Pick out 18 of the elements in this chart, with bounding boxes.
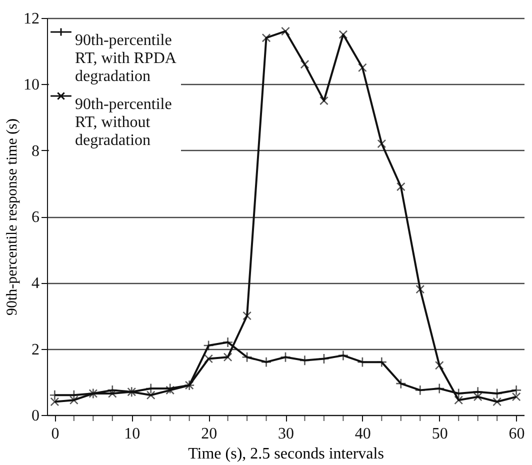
y-axis-title: 90th-percentile response time (s) — [4, 118, 20, 316]
y-tick-label: 0 — [32, 408, 40, 424]
y-tick-label: 10 — [24, 76, 40, 94]
x-tick-label: 30 — [278, 426, 294, 442]
x-tick-label: 0 — [51, 426, 60, 442]
y-tick-label: 12 — [24, 10, 40, 28]
y-tick-label: 4 — [32, 275, 40, 292]
x-axis-title: Time (s), 2.5 seconds intervals — [188, 446, 384, 462]
y-tick-label: 2 — [32, 341, 40, 358]
y-tick-label: 8 — [32, 142, 40, 160]
x-tick-label: 20 — [201, 426, 218, 442]
x-tick-label: 10 — [124, 426, 140, 442]
x-tick-label: 40 — [354, 426, 371, 442]
x-tick-label: 60 — [508, 426, 525, 442]
y-tick-label: 6 — [32, 209, 40, 226]
legend-label: 90th-percentile RT, without degradation — [75, 96, 172, 149]
x-tick-label: 50 — [432, 426, 448, 442]
legend-label: 90th-percentile RT, with RPDA degradation — [75, 32, 177, 85]
